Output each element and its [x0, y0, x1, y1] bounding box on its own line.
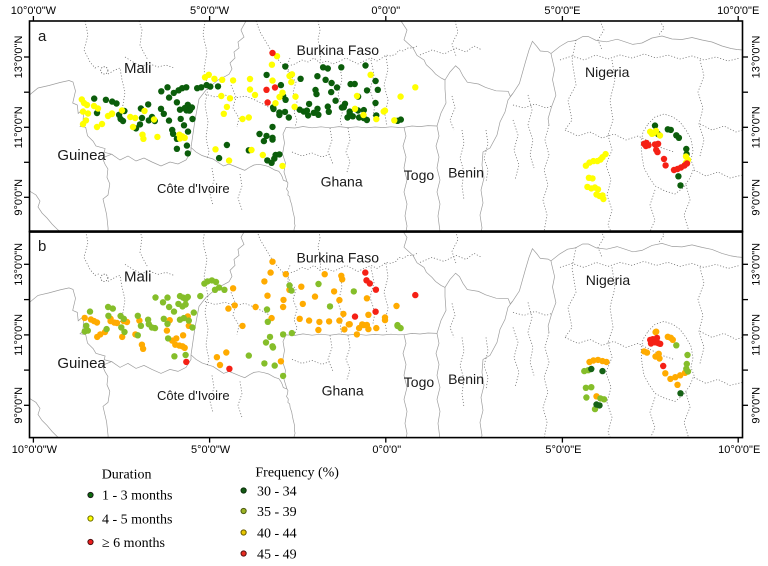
svg-text:45 - 49: 45 - 49	[257, 548, 297, 563]
svg-text:13°0'0"N: 13°0'0"N	[13, 243, 25, 286]
svg-text:a: a	[38, 28, 47, 45]
svg-text:4 - 5 months: 4 - 5 months	[102, 513, 172, 528]
svg-text:11°0'0"N: 11°0'0"N	[751, 106, 763, 148]
svg-text:Mali: Mali	[124, 60, 152, 77]
svg-text:Nigeria: Nigeria	[586, 272, 631, 288]
svg-text:0°0'0": 0°0'0"	[371, 5, 400, 17]
svg-text:Côte d'Ivoire: Côte d'Ivoire	[157, 181, 230, 196]
svg-text:Ghana: Ghana	[321, 174, 363, 190]
svg-text:Duration: Duration	[102, 468, 152, 483]
svg-text:40 - 44: 40 - 44	[257, 527, 297, 542]
svg-text:Nigeria: Nigeria	[585, 64, 630, 80]
svg-text:5°0'0"E: 5°0'0"E	[544, 5, 580, 17]
svg-text:Ghana: Ghana	[322, 383, 364, 399]
svg-text:10°0'0"W: 10°0'0"W	[11, 5, 57, 17]
svg-text:10°0'0"W: 10°0'0"W	[12, 444, 58, 456]
svg-text:Burkina Faso: Burkina Faso	[297, 42, 380, 58]
svg-text:5°0'0"W: 5°0'0"W	[191, 444, 231, 456]
svg-text:13°0'0"N: 13°0'0"N	[751, 243, 763, 286]
svg-text:9°0'0"N: 9°0'0"N	[13, 179, 25, 216]
svg-text:9°0'0"N: 9°0'0"N	[13, 387, 25, 424]
svg-text:≥ 6 months: ≥ 6 months	[102, 536, 165, 551]
svg-text:11°0'0"N: 11°0'0"N	[13, 314, 25, 356]
svg-text:Togo: Togo	[404, 374, 435, 390]
svg-text:10°0'0"E: 10°0'0"E	[717, 5, 759, 17]
svg-text:13°0'0"N: 13°0'0"N	[751, 36, 763, 79]
svg-text:Frequency (%): Frequency (%)	[255, 466, 339, 481]
svg-text:10°0'0"E: 10°0'0"E	[718, 444, 760, 456]
svg-text:Benin: Benin	[448, 165, 484, 181]
svg-text:Guinea: Guinea	[57, 355, 106, 372]
svg-text:13°0'0"N: 13°0'0"N	[13, 36, 25, 79]
svg-text:30 - 34: 30 - 34	[257, 485, 297, 500]
svg-text:Côte d'Ivoire: Côte d'Ivoire	[157, 388, 230, 403]
svg-text:11°0'0"N: 11°0'0"N	[751, 314, 763, 356]
svg-text:5°0'0"W: 5°0'0"W	[190, 5, 230, 17]
svg-text:11°0'0"N: 11°0'0"N	[13, 106, 25, 148]
svg-text:Benin: Benin	[448, 371, 484, 387]
svg-text:1 - 3 months: 1 - 3 months	[102, 489, 172, 504]
svg-text:Togo: Togo	[404, 167, 435, 183]
svg-text:Burkina Faso: Burkina Faso	[297, 250, 380, 266]
svg-text:5°0'0"E: 5°0'0"E	[545, 444, 581, 456]
svg-text:Mali: Mali	[124, 269, 152, 286]
svg-text:9°0'0"N: 9°0'0"N	[751, 179, 763, 216]
svg-text:35 - 39: 35 - 39	[257, 505, 297, 520]
svg-text:9°0'0"N: 9°0'0"N	[751, 387, 763, 424]
svg-text:b: b	[38, 238, 46, 255]
svg-text:0°0'0": 0°0'0"	[372, 444, 401, 456]
svg-text:Guinea: Guinea	[57, 147, 106, 164]
